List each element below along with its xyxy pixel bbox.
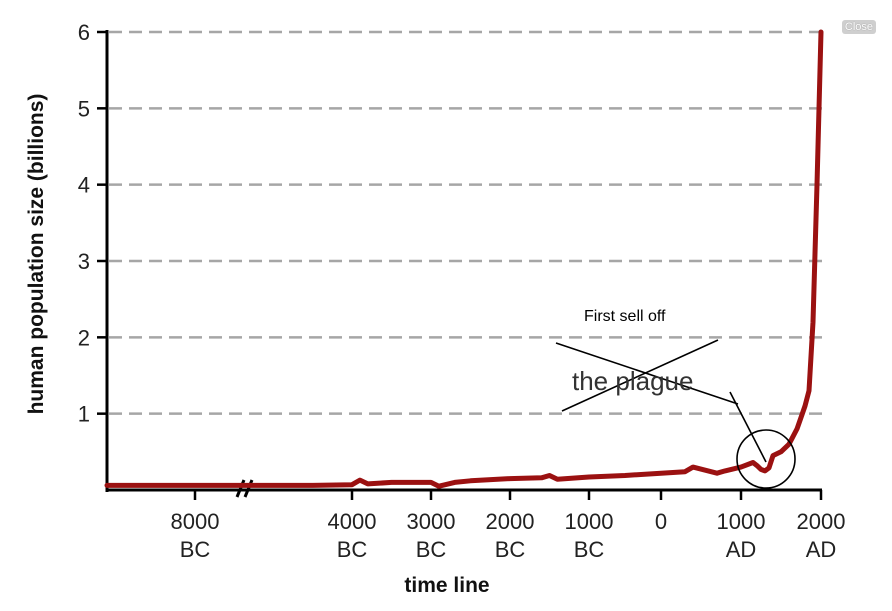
x-tick-label-1-0: 4000 (328, 509, 377, 534)
plague-highlight-circle (736, 429, 796, 489)
grid-lines (109, 30, 822, 415)
y-tick-label-2: 2 (78, 325, 90, 350)
x-tick-label-6-1: AD (726, 537, 757, 562)
x-tick-label-3-0: 2000 (486, 509, 535, 534)
y-tick-label-1: 1 (78, 402, 90, 427)
x-tick-label-3-1: BC (495, 537, 526, 562)
plague-annotation: the plague (572, 366, 693, 396)
x-tick-label-7-1: AD (806, 537, 837, 562)
x-tick-label-2-1: BC (416, 537, 447, 562)
x-tick-label-5-0: 0 (655, 509, 667, 534)
close-button[interactable]: Close (841, 20, 876, 34)
y-tick-label-4: 4 (78, 173, 90, 198)
y-axis-ticks: 1 2 3 4 5 6 (78, 20, 107, 427)
cross-mark-line-1 (555, 342, 739, 405)
x-tick-label-6-0: 1000 (717, 509, 766, 534)
cross-mark-line-2 (561, 339, 719, 412)
x-axis-label: time line (404, 574, 489, 597)
population-series-line (104, 29, 824, 489)
first-sell-off-annotation: First sell off (584, 308, 666, 325)
x-axis-ticks: 8000 BC 4000 BC 3000 BC 2000 BC 1000 BC 0 1000 AD 200… (171, 490, 846, 562)
y-tick-label-3: 3 (78, 249, 90, 274)
x-tick-label-4-0: 1000 (565, 509, 614, 534)
y-tick-label-5: 5 (78, 96, 90, 121)
plague-pointer-line (729, 391, 767, 463)
x-tick-label-0-1: BC (180, 537, 211, 562)
axis-break-marks (235, 479, 254, 498)
x-tick-label-4-1: BC (574, 537, 605, 562)
x-tick-label-7-0: 2000 (797, 509, 846, 534)
x-tick-label-0-0: 8000 (171, 509, 220, 534)
x-tick-label-2-0: 3000 (407, 509, 456, 534)
x-tick-label-1-1: BC (337, 537, 368, 562)
y-axis-label: human population size (billions) (25, 94, 48, 415)
y-tick-label-6: 6 (78, 20, 90, 45)
